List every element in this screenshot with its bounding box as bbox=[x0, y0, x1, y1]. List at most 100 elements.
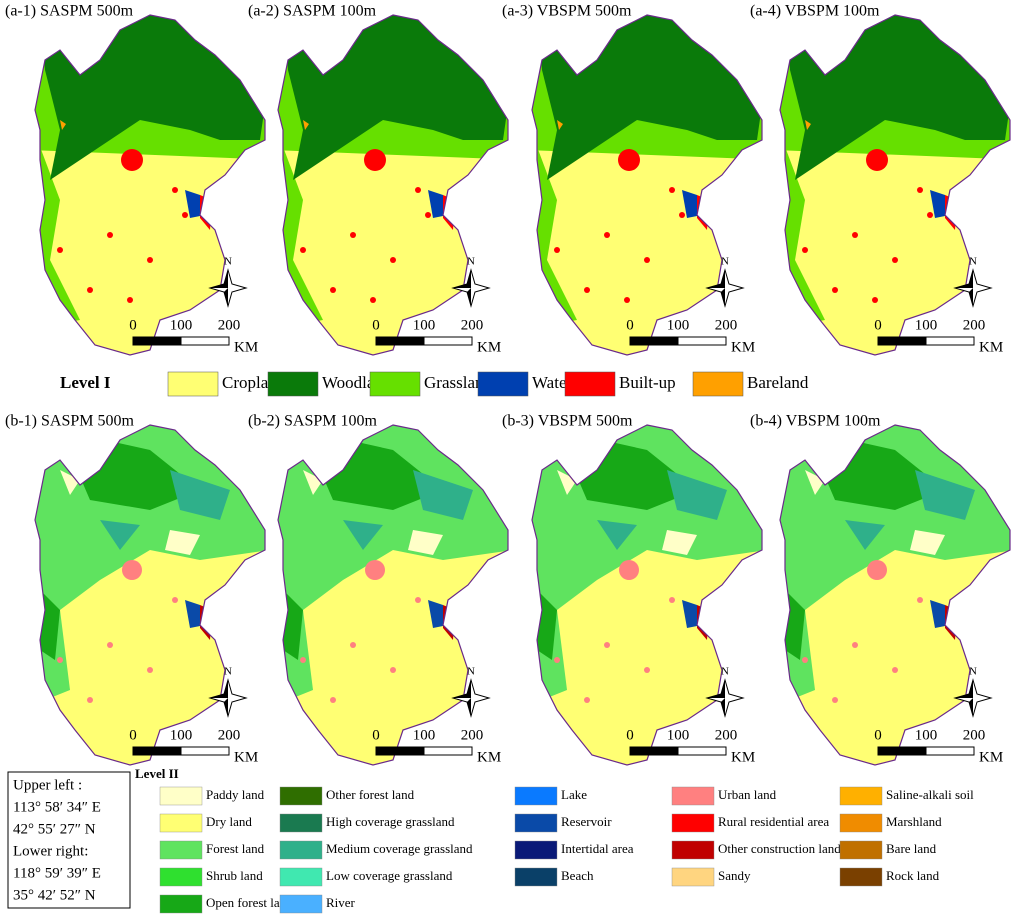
map-panel: (a-1) SASPM 500m N 0 100 200 KM bbox=[5, 3, 266, 356]
urban bbox=[330, 697, 336, 703]
region-outline bbox=[779, 424, 1011, 766]
legend-label: Urban land bbox=[718, 787, 777, 802]
bareland bbox=[303, 120, 309, 130]
built-up bbox=[121, 149, 143, 171]
built-up bbox=[624, 297, 630, 303]
map-panel: (b-3) VBSPM 500m N 0 100 200 KM bbox=[502, 413, 763, 766]
north-label: N bbox=[721, 666, 729, 678]
built-up bbox=[107, 232, 113, 238]
scale-label: 100 bbox=[915, 317, 938, 333]
compass bbox=[955, 680, 991, 716]
scale-bar bbox=[629, 336, 679, 346]
region-outline bbox=[531, 14, 763, 356]
region-outline bbox=[34, 424, 266, 766]
built-up bbox=[425, 212, 431, 218]
scale-label: 100 bbox=[170, 727, 193, 743]
coordinate-text: Upper left : bbox=[13, 777, 82, 793]
built-up bbox=[370, 297, 376, 303]
open-forest bbox=[537, 430, 697, 660]
legend-swatch bbox=[279, 813, 323, 833]
panel-label: (b-3) VBSPM 500m bbox=[502, 413, 633, 430]
legend-label: Built-up bbox=[619, 373, 676, 392]
built-up bbox=[852, 232, 858, 238]
legend-label: Saline-alkali soil bbox=[886, 787, 974, 802]
urban bbox=[892, 667, 898, 673]
compass bbox=[707, 680, 743, 716]
scale-label: 0 bbox=[129, 317, 137, 333]
scale-label: 100 bbox=[667, 317, 690, 333]
legend-swatch bbox=[839, 813, 883, 833]
legend-swatch bbox=[514, 840, 558, 860]
panel-label: (b-4) VBSPM 100m bbox=[750, 413, 881, 430]
paddy bbox=[303, 470, 443, 555]
map bbox=[278, 425, 508, 765]
legend-label: River bbox=[326, 895, 356, 910]
legend-swatch bbox=[671, 867, 715, 887]
region-outline bbox=[277, 14, 509, 356]
legend-swatch bbox=[839, 786, 883, 806]
coordinate-text: 118° 59′ 39″ E bbox=[13, 865, 101, 881]
scale-label: 0 bbox=[874, 727, 882, 743]
legend-title: Level I bbox=[60, 373, 111, 392]
north-label: N bbox=[721, 256, 729, 268]
scale-bar bbox=[423, 746, 473, 756]
built-up bbox=[866, 149, 888, 171]
legend-label: High coverage grassland bbox=[326, 814, 455, 829]
bareland bbox=[805, 120, 811, 130]
panel-label: (a-3) VBSPM 500m bbox=[502, 3, 632, 20]
legend-swatch bbox=[477, 371, 529, 397]
legend-swatch bbox=[279, 786, 323, 806]
urban bbox=[852, 642, 858, 648]
legend-swatch bbox=[514, 867, 558, 887]
legend-label: Rock land bbox=[886, 868, 940, 883]
compass bbox=[453, 680, 489, 716]
region-outline bbox=[531, 424, 763, 766]
built-up bbox=[872, 297, 878, 303]
coordinate-text: Lower right: bbox=[13, 843, 88, 859]
legend-swatch bbox=[839, 840, 883, 860]
scale-bar bbox=[375, 336, 425, 346]
coordinate-text: 42° 55′ 27″ N bbox=[13, 821, 96, 837]
built-up bbox=[927, 212, 933, 218]
map bbox=[780, 15, 1010, 355]
compass bbox=[453, 270, 489, 306]
scale-label: 200 bbox=[218, 727, 241, 743]
built-up bbox=[832, 287, 838, 293]
urban bbox=[832, 697, 838, 703]
legend-label: Forest land bbox=[206, 841, 265, 856]
scale-label: 200 bbox=[715, 317, 738, 333]
legend-label: Shrub land bbox=[206, 868, 263, 883]
grassland bbox=[100, 470, 230, 550]
scale-bar bbox=[132, 336, 182, 346]
built-up bbox=[87, 287, 93, 293]
scale-bar bbox=[423, 336, 473, 346]
map-panel: (a-3) VBSPM 500m N 0 100 200 KM bbox=[502, 3, 763, 356]
north-label: N bbox=[467, 666, 475, 678]
scale-label: 0 bbox=[129, 727, 137, 743]
scale-unit: KM bbox=[234, 749, 258, 765]
scale-label: 0 bbox=[874, 317, 882, 333]
legend-swatch bbox=[671, 840, 715, 860]
urban bbox=[867, 560, 887, 580]
scale-label: 0 bbox=[626, 317, 634, 333]
built-up bbox=[554, 247, 560, 253]
grassland bbox=[343, 470, 473, 550]
urban bbox=[57, 657, 63, 663]
scale-bar bbox=[925, 746, 975, 756]
legend-swatch bbox=[279, 840, 323, 860]
urban bbox=[300, 657, 306, 663]
map-panel: (a-4) VBSPM 100m N 0 100 200 KM bbox=[750, 3, 1011, 356]
built-up bbox=[802, 247, 808, 253]
built-up bbox=[390, 257, 396, 263]
built-up bbox=[644, 257, 650, 263]
legend-swatch bbox=[159, 867, 203, 887]
legend-swatch bbox=[564, 371, 616, 397]
region-outline bbox=[779, 14, 1011, 356]
legend-swatch bbox=[369, 371, 421, 397]
scale-label: 0 bbox=[372, 727, 380, 743]
scale-bar bbox=[677, 746, 727, 756]
north-label: N bbox=[224, 666, 232, 678]
north-label: N bbox=[467, 256, 475, 268]
legend-label: Intertidal area bbox=[561, 841, 634, 856]
scale-label: 200 bbox=[963, 317, 986, 333]
